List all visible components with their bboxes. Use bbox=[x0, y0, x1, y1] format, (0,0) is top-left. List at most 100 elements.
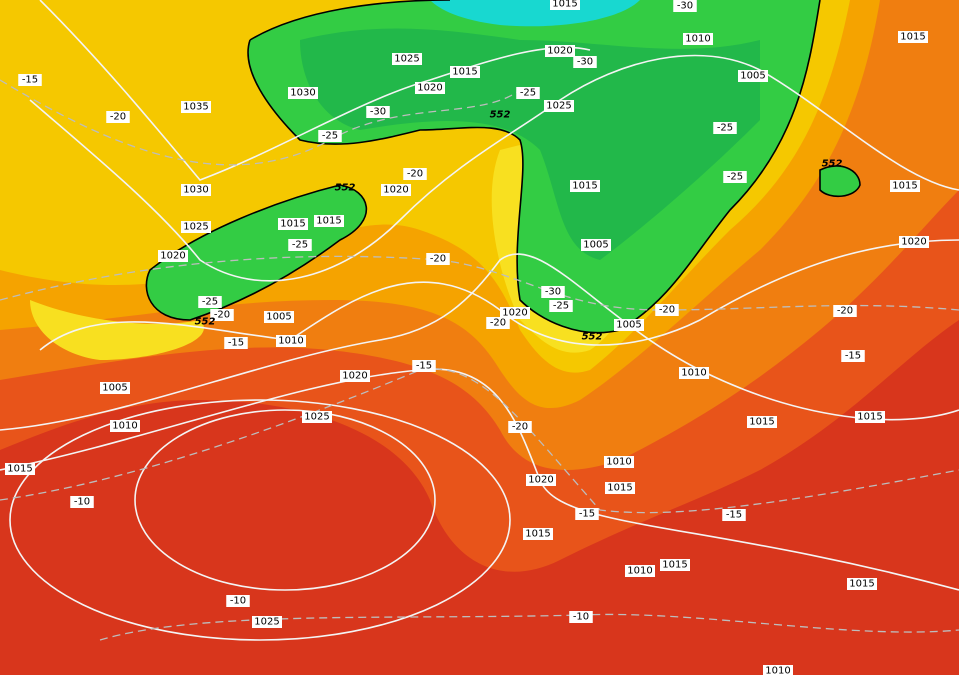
contour-label: -15 bbox=[228, 338, 244, 349]
label-box bbox=[890, 180, 920, 192]
label-box bbox=[679, 367, 709, 379]
contour-label: 1025 bbox=[546, 101, 571, 112]
label-box bbox=[841, 350, 865, 362]
contour-label: 1015 bbox=[552, 0, 577, 10]
label-box bbox=[5, 463, 35, 475]
label-box bbox=[70, 496, 94, 508]
label-box bbox=[516, 87, 540, 99]
contour-label: 1015 bbox=[607, 483, 632, 494]
label-box bbox=[550, 0, 580, 10]
label-box bbox=[581, 239, 611, 251]
label-box bbox=[198, 296, 222, 308]
label-box bbox=[181, 101, 211, 113]
label-box bbox=[614, 319, 644, 331]
label-box bbox=[314, 215, 344, 227]
label-box bbox=[573, 56, 597, 68]
label-box bbox=[575, 508, 599, 520]
label-box bbox=[625, 565, 655, 577]
contour-label: 1005 bbox=[616, 320, 641, 331]
contour-label: -15 bbox=[22, 75, 38, 86]
contour-label: 1010 bbox=[685, 34, 710, 45]
contour-label: -30 bbox=[577, 57, 593, 68]
label-box bbox=[569, 611, 593, 623]
label-box bbox=[18, 74, 42, 86]
label-box bbox=[833, 305, 857, 317]
label-box bbox=[210, 309, 234, 321]
label-box bbox=[412, 360, 436, 372]
label-box bbox=[673, 0, 697, 12]
label-box bbox=[158, 250, 188, 262]
contour-label: 1015 bbox=[749, 417, 774, 428]
contour-label: -30 bbox=[677, 1, 693, 12]
contour-label: -25 bbox=[292, 240, 308, 251]
contour-label: -20 bbox=[407, 169, 423, 180]
label-box bbox=[898, 31, 928, 43]
contour-label: -15 bbox=[416, 361, 432, 372]
label-box bbox=[660, 559, 690, 571]
label-box bbox=[302, 411, 332, 423]
contour-label: 1005 bbox=[102, 383, 127, 394]
label-box bbox=[544, 100, 574, 112]
contour-label: -25 bbox=[202, 297, 218, 308]
map-labels: 1015 -30 1010 1015 -15 1025 1015 1020 -30 1005 103… bbox=[5, 0, 929, 675]
contour-label: 1005 bbox=[583, 240, 608, 251]
label-box bbox=[415, 82, 445, 94]
label-box bbox=[500, 307, 530, 319]
contour-label: -15 bbox=[726, 510, 742, 521]
contour-label: -20 bbox=[512, 422, 528, 433]
contour-label: -20 bbox=[659, 305, 675, 316]
contour-label: -20 bbox=[110, 112, 126, 123]
label-box bbox=[318, 130, 342, 142]
contour-label: 1005 bbox=[740, 71, 765, 82]
contours bbox=[0, 0, 959, 641]
geopotential-label: 552 bbox=[582, 332, 603, 343]
contour-label: 1010 bbox=[681, 368, 706, 379]
label-box bbox=[722, 509, 746, 521]
contour-label: 1015 bbox=[316, 216, 341, 227]
label-box bbox=[288, 239, 312, 251]
label-box bbox=[723, 171, 747, 183]
contour-label: 1015 bbox=[572, 181, 597, 192]
label-box bbox=[264, 311, 294, 323]
contour-label: 1010 bbox=[112, 421, 137, 432]
contour-label: -20 bbox=[214, 310, 230, 321]
geopotential-label: 552 bbox=[490, 110, 511, 121]
contour-label: 1015 bbox=[857, 412, 882, 423]
contour-label: 1015 bbox=[892, 181, 917, 192]
contour-label: -25 bbox=[553, 301, 569, 312]
label-box bbox=[847, 578, 877, 590]
contour-label: 1025 bbox=[254, 617, 279, 628]
contour-label: -10 bbox=[573, 612, 589, 623]
label-box bbox=[486, 317, 510, 329]
contour-label: -25 bbox=[727, 172, 743, 183]
contour-label: 1020 bbox=[547, 46, 572, 57]
contour-label: -20 bbox=[837, 306, 853, 317]
label-box bbox=[366, 106, 390, 118]
label-box bbox=[747, 416, 777, 428]
contour-label: -10 bbox=[74, 497, 90, 508]
contour-label: 1015 bbox=[662, 560, 687, 571]
label-box bbox=[340, 370, 370, 382]
geopotential-label: 552 bbox=[195, 317, 216, 328]
contour-label: -30 bbox=[370, 107, 386, 118]
label-box bbox=[288, 87, 318, 99]
label-box bbox=[763, 665, 793, 675]
contour-label: -15 bbox=[579, 509, 595, 520]
label-box bbox=[226, 595, 250, 607]
label-box bbox=[392, 53, 422, 65]
contour-label: 1020 bbox=[342, 371, 367, 382]
label-box bbox=[278, 218, 308, 230]
label-box bbox=[100, 382, 130, 394]
label-box bbox=[426, 253, 450, 265]
contour-label: 1015 bbox=[900, 32, 925, 43]
contour-label: 1035 bbox=[183, 102, 208, 113]
label-box bbox=[655, 304, 679, 316]
label-box bbox=[855, 411, 885, 423]
label-box bbox=[224, 337, 248, 349]
contour-label: 1025 bbox=[394, 54, 419, 65]
contour-label: -20 bbox=[430, 254, 446, 265]
label-box bbox=[738, 70, 768, 82]
contour-label: -10 bbox=[230, 596, 246, 607]
